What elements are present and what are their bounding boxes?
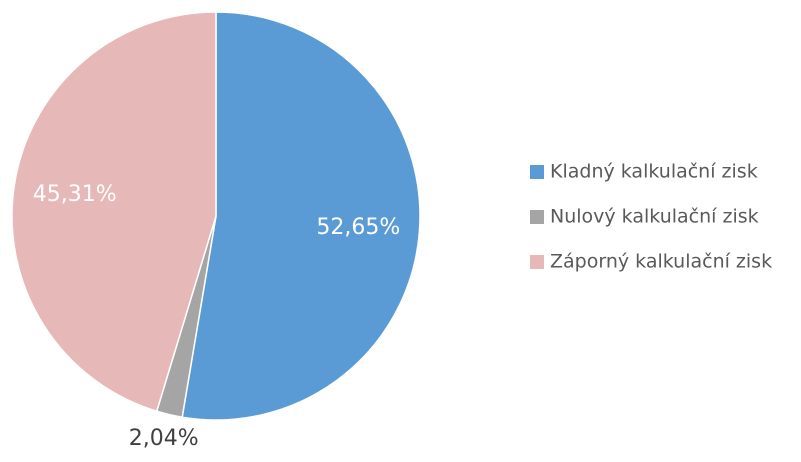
legend-label: Nulový kalkulační zisk	[550, 206, 759, 228]
data-label: 2,04%	[129, 426, 199, 451]
legend-swatch	[530, 165, 544, 179]
data-label: 52,65%	[316, 215, 400, 240]
data-label: 45,31%	[33, 182, 117, 207]
pie-slice	[11, 11, 217, 413]
legend-label: Kladný kalkulační zisk	[550, 161, 758, 183]
legend-label: Záporný kalkulační zisk	[550, 251, 772, 273]
pie-slice	[181, 11, 421, 421]
legend-swatch	[530, 210, 544, 224]
legend-swatch	[530, 255, 544, 269]
